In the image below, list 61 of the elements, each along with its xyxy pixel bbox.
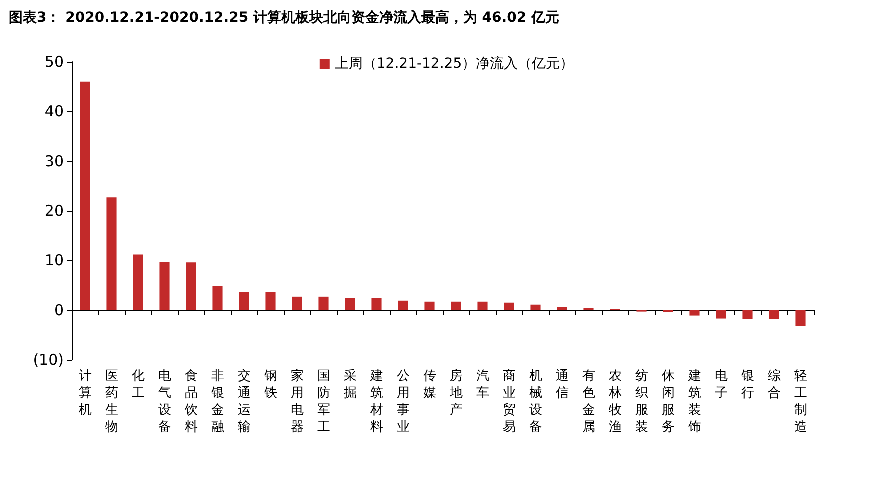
y-tick-label: (10) <box>33 351 64 369</box>
x-tick-label: 国防军工 <box>317 369 330 435</box>
bar <box>690 310 700 316</box>
bar <box>186 262 196 310</box>
bar <box>451 302 462 310</box>
bar <box>160 262 170 310</box>
x-tick-label: 农林牧渔 <box>608 369 622 435</box>
x-tick-label: 公用事业 <box>396 369 410 435</box>
x-tick-label: 家用电器 <box>290 368 304 435</box>
bar <box>796 310 806 326</box>
chart-title: 图表3： 2020.12.21-2020.12.25 计算机板块北向资金净流入最高，为 46.02 亿元 <box>9 9 560 26</box>
y-tick-label: 20 <box>44 202 64 220</box>
bar <box>106 198 117 310</box>
bar <box>557 307 568 310</box>
x-tick-label: 钢铁 <box>263 369 278 401</box>
bar <box>424 302 435 310</box>
x-tick-label: 休闲服务 <box>662 369 675 435</box>
bar <box>716 310 726 319</box>
x-tick-label: 机械设备 <box>529 369 542 435</box>
legend-label: 上周（12.21-12.25）净流入（亿元） <box>334 56 574 72</box>
bar <box>133 254 144 310</box>
bar <box>372 298 382 310</box>
bar <box>345 298 356 310</box>
y-tick-label: 40 <box>44 102 64 121</box>
x-tick-label: 银行 <box>740 369 754 401</box>
x-tick-label: 商业贸易 <box>502 369 516 435</box>
x-tick-label: 建筑装饰 <box>687 369 702 435</box>
bar <box>318 296 329 310</box>
bar <box>292 296 302 310</box>
bar <box>478 302 488 310</box>
bar <box>239 292 250 310</box>
x-tick-label: 电子 <box>714 369 728 401</box>
x-tick-label: 交通运输 <box>238 368 251 435</box>
y-tick-label: 50 <box>44 53 64 71</box>
bar <box>398 300 408 310</box>
x-tick-label: 房地产 <box>448 368 463 418</box>
x-tick-label: 计算机 <box>78 369 92 418</box>
bar <box>212 286 223 310</box>
bar <box>742 310 753 320</box>
y-tick-label: 0 <box>54 301 64 320</box>
x-tick-label: 纺织服装 <box>635 369 648 435</box>
x-tick-label: 通信 <box>556 369 569 401</box>
bar <box>769 310 780 320</box>
y-tick-label: 30 <box>44 152 64 170</box>
x-tick-label: 化工 <box>132 369 145 401</box>
x-tick-label: 汽车 <box>476 369 490 401</box>
x-tick-label: 医药生物 <box>105 369 118 435</box>
y-tick-label: 10 <box>44 252 64 270</box>
x-tick-label: 食品饮料 <box>184 369 198 435</box>
x-tick-label: 综合 <box>768 369 781 401</box>
x-tick-label: 非银金融 <box>210 369 224 435</box>
bar <box>530 304 541 310</box>
x-tick-label: 电气设备 <box>158 369 172 435</box>
x-tick-label: 建筑材料 <box>369 369 384 435</box>
x-tick-label: 轻工制造 <box>794 369 808 435</box>
x-tick-label: 有色金属 <box>582 369 596 435</box>
x-tick-label: 传媒 <box>423 369 436 401</box>
x-tick-label: 采掘 <box>344 369 357 401</box>
bar <box>504 302 514 310</box>
bar <box>80 82 90 310</box>
bar <box>266 292 276 310</box>
